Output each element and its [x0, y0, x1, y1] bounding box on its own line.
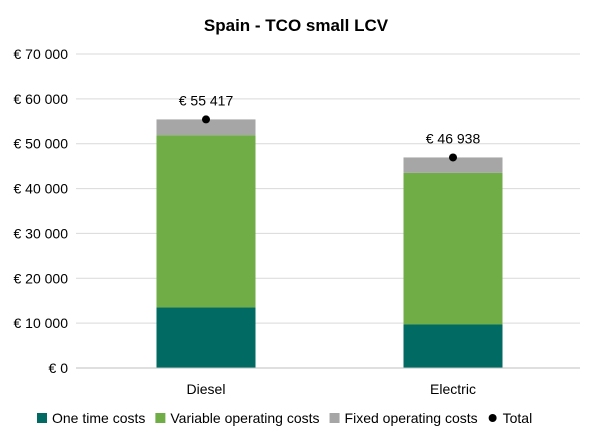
legend-label: One time costs: [52, 410, 145, 426]
y-tick-label: € 40 000: [14, 181, 69, 197]
y-tick-label: € 30 000: [14, 225, 69, 241]
x-category-label: Electric: [430, 381, 476, 397]
bar-segment-one-time-costs-electric: [403, 324, 503, 368]
bar-segment-fixed-operating-costs-diesel: [156, 119, 256, 136]
legend-swatch: [329, 413, 340, 423]
y-tick-label: € 0: [49, 360, 69, 376]
legend-swatch: [37, 413, 47, 423]
total-markers: € 55 417 € 46 938: [179, 92, 481, 162]
bar-segment-variable-operating-costs-diesel: [156, 135, 256, 308]
bar-segment-variable-operating-costs-electric: [403, 172, 503, 325]
x-axis-category-labels: Diesel Electric: [187, 381, 476, 397]
legend-label: Total: [503, 410, 533, 426]
x-category-label: Diesel: [187, 381, 226, 397]
legend-swatch: [155, 413, 166, 423]
grid-lines: [76, 53, 580, 324]
legend-label: Variable operating costs: [170, 410, 319, 426]
y-tick-label: € 10 000: [14, 315, 69, 331]
bar-segment-one-time-costs-diesel: [156, 307, 256, 368]
total-marker: [449, 153, 457, 162]
y-tick-label: € 60 000: [14, 91, 69, 107]
total-data-label: € 55 417: [179, 92, 234, 108]
bars: [156, 119, 503, 368]
y-tick-label: € 20 000: [14, 270, 69, 286]
chart-title: Spain - TCO small LCV: [204, 16, 389, 35]
legend-marker: [488, 414, 497, 422]
legend: One time costs Variable operating costs Fi…: [37, 410, 532, 426]
y-tick-label: € 70 000: [14, 46, 69, 62]
legend-label: Fixed operating costs: [345, 410, 478, 426]
total-data-label: € 46 938: [426, 130, 481, 146]
y-axis-tick-labels: € 0 € 10 000 € 20 000 € 30 000 € 40 000 € 50 …: [14, 46, 69, 376]
total-marker: [202, 115, 210, 124]
y-tick-label: € 50 000: [14, 136, 69, 152]
bar-segment-fixed-operating-costs-electric: [403, 157, 503, 173]
